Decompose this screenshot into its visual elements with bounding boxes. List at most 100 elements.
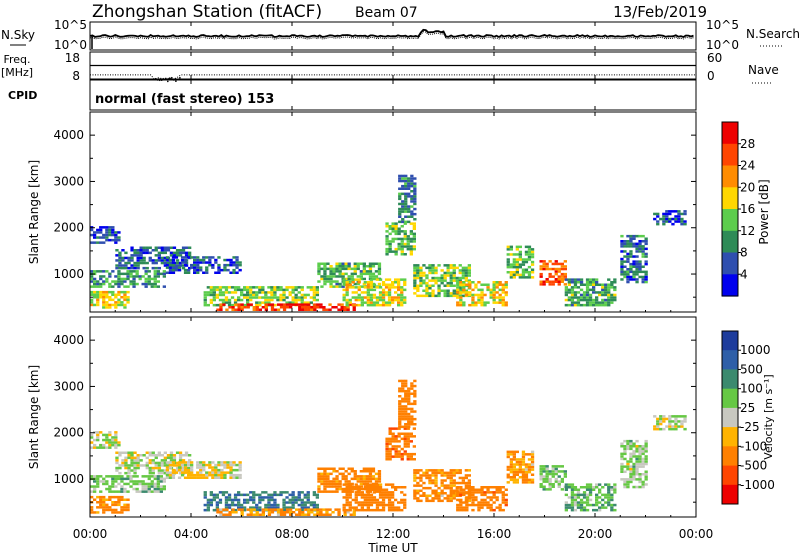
power-echo-cell xyxy=(352,308,356,311)
power-echo-cell xyxy=(165,263,170,267)
power-echo-cell xyxy=(160,261,164,265)
velocity-echo-cell xyxy=(114,501,118,504)
velocity-echo-cell xyxy=(175,464,180,467)
velocity-echo-cell xyxy=(607,483,611,486)
velocity-echo-cell xyxy=(175,451,180,454)
velocity-echo-cell xyxy=(576,488,581,491)
velocity-echo-cell xyxy=(108,431,112,434)
velocity-echo-cell xyxy=(105,446,109,449)
power-echo-cell xyxy=(267,286,271,289)
velocity-echo-cell xyxy=(99,443,103,447)
power-echo-cell xyxy=(133,251,137,255)
velocity-echo-cell xyxy=(446,471,450,475)
velocity-echo-cell xyxy=(598,496,602,499)
velocity-echo-cell xyxy=(211,461,215,464)
velocity-echo-cell xyxy=(145,464,149,467)
velocity-echo-cell xyxy=(635,485,639,489)
velocity-echo-cell xyxy=(203,496,207,499)
power-echo-cell xyxy=(118,266,122,270)
velocity-echo-cell xyxy=(530,465,535,469)
velocity-echo-cell xyxy=(398,407,402,411)
power-echo-cell xyxy=(397,301,401,304)
power-echo-cell xyxy=(255,296,259,299)
power-echo-cell xyxy=(196,268,200,272)
velocity-echo-cell xyxy=(530,455,535,459)
power-echo-cell xyxy=(209,293,213,297)
power-echo-cell xyxy=(359,275,363,278)
power-echo-cell xyxy=(406,235,410,238)
power-echo-cell xyxy=(440,269,444,272)
velocity-echo-cell xyxy=(406,452,410,456)
power-echo-cell xyxy=(366,286,370,289)
velocity-echo-cell xyxy=(144,487,148,491)
velocity-echo-cell xyxy=(398,389,402,393)
power-echo-cell xyxy=(403,288,407,292)
velocity-echo-cell xyxy=(180,463,185,467)
power-echo-cell xyxy=(208,263,212,267)
power-echo-cell xyxy=(335,282,339,286)
power-echo-cell xyxy=(270,296,274,299)
power-echo-cell xyxy=(291,288,295,292)
power-echo-cell xyxy=(610,286,614,289)
velocity-echo-cell xyxy=(202,466,206,469)
velocity-echo-cell xyxy=(492,491,496,494)
velocity-echo-cell xyxy=(365,475,369,478)
velocity-echo-cell xyxy=(410,384,414,388)
velocity-echo-cell xyxy=(156,477,160,481)
frequency-dip-point xyxy=(169,77,171,79)
velocity-echo-cell xyxy=(518,463,522,466)
power-echo-cell xyxy=(351,286,355,289)
power-echo-cell xyxy=(144,280,148,283)
power-echo-cell xyxy=(353,262,357,265)
velocity-echo-cell xyxy=(243,501,247,504)
velocity-echo-cell xyxy=(515,463,519,466)
velocity-echo-cell xyxy=(570,488,575,491)
x-tick-label: 16:00 xyxy=(477,527,512,541)
power-echo-cell xyxy=(264,296,268,299)
velocity-echo-cell xyxy=(394,508,398,512)
velocity-echo-cell xyxy=(509,450,513,454)
velocity-echo-cell xyxy=(413,474,417,477)
power-echo-cell xyxy=(337,308,341,311)
velocity-echo-cell xyxy=(440,492,444,495)
power-echo-cell xyxy=(656,215,660,218)
power-echo-cell xyxy=(452,269,456,272)
velocity-echo-cell xyxy=(118,454,122,457)
velocity-echo-cell xyxy=(588,493,593,497)
power-echo-cell xyxy=(458,289,462,292)
velocity-echo-cell xyxy=(117,501,121,504)
power-echo-cell xyxy=(221,298,226,302)
velocity-echo-cell xyxy=(495,488,499,491)
power-colorbar-tick-label: 20 xyxy=(740,180,755,194)
power-echo-cell xyxy=(573,291,578,294)
power-echo-cell xyxy=(521,263,526,266)
velocity-echo-cell xyxy=(524,470,529,474)
velocity-echo-cell xyxy=(468,491,472,494)
power-echo-cell xyxy=(530,248,535,251)
power-echo-cell xyxy=(638,265,642,268)
power-echo-cell xyxy=(133,264,137,267)
power-echo-cell xyxy=(169,254,174,257)
power-echo-cell xyxy=(412,237,416,241)
velocity-echo-cell xyxy=(369,486,374,489)
velocity-echo-cell xyxy=(404,384,408,388)
velocity-echo-cell xyxy=(665,417,669,421)
velocity-echo-cell xyxy=(406,437,410,441)
power-echo-cell xyxy=(398,174,402,178)
velocity-echo-cell xyxy=(366,493,370,497)
velocity-echo-cell xyxy=(203,503,207,507)
velocity-echo-cell xyxy=(363,486,367,489)
velocity-echo-cell xyxy=(378,486,383,489)
velocity-echo-cell xyxy=(404,389,408,393)
velocity-echo-cell xyxy=(452,481,456,485)
velocity-echo-cell xyxy=(410,420,414,423)
velocity-echo-cell xyxy=(440,494,444,497)
velocity-echo-cell xyxy=(138,490,142,493)
power-y-tick-label: 3000 xyxy=(53,174,84,188)
power-echo-cell xyxy=(354,298,358,302)
power-echo-cell xyxy=(401,177,405,180)
velocity-echo-cell xyxy=(512,470,516,474)
velocity-echo-cell xyxy=(249,498,253,502)
power-echo-cell xyxy=(635,250,639,253)
power-echo-cell xyxy=(588,288,593,292)
